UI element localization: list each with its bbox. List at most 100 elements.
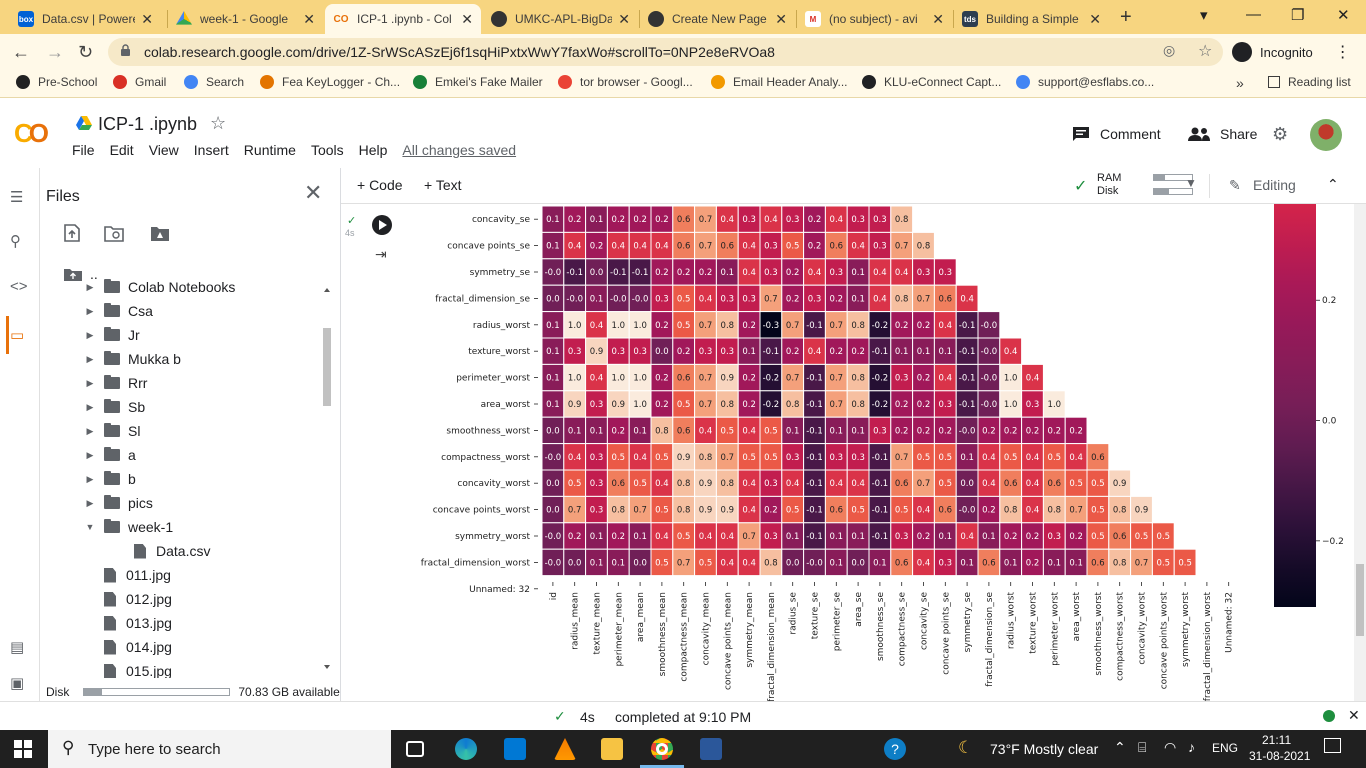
- language-indicator[interactable]: ENG: [1212, 741, 1239, 755]
- incognito-badge[interactable]: Incognito ⋮: [1232, 38, 1351, 66]
- bookmark-item[interactable]: support@esflabs.co...: [1016, 75, 1154, 89]
- folder-item[interactable]: ▶ pics: [82, 492, 153, 514]
- parent-folder[interactable]: ..: [64, 263, 98, 285]
- chevron-right-icon[interactable]: ▶: [86, 281, 94, 292]
- bookmark-item[interactable]: KLU-eConnect Capt...: [862, 75, 1001, 89]
- status-close-icon[interactable]: ✕: [1348, 707, 1360, 723]
- ram-disk-indicator[interactable]: RAM Disk: [1097, 172, 1193, 198]
- url-bar[interactable]: colab.research.google.com/drive/1Z-SrWSc…: [108, 38, 1223, 66]
- upload-icon[interactable]: [62, 224, 82, 242]
- bookmark-item[interactable]: Fea KeyLogger - Ch...: [260, 75, 400, 89]
- notifications-icon[interactable]: [1324, 738, 1341, 753]
- file-item[interactable]: 011.jpg: [96, 564, 171, 586]
- menu-file[interactable]: File: [72, 142, 95, 158]
- tab-close-icon[interactable]: ✕: [141, 10, 153, 27]
- menu-view[interactable]: View: [148, 142, 179, 158]
- tab-close-icon[interactable]: ✕: [303, 10, 315, 27]
- share-button[interactable]: Share: [1188, 126, 1257, 142]
- menu-runtime[interactable]: Runtime: [243, 142, 296, 158]
- volume-icon[interactable]: ♪: [1188, 739, 1195, 755]
- weather-text[interactable]: 73°F Mostly clear: [990, 741, 1099, 757]
- tab-close-icon[interactable]: ✕: [932, 10, 944, 27]
- menu-tools[interactable]: Tools: [310, 142, 344, 158]
- forward-icon[interactable]: →: [46, 42, 64, 62]
- save-status[interactable]: All changes saved: [402, 142, 517, 158]
- browser-tab[interactable]: Create New Page ✕: [640, 4, 795, 34]
- run-cell-button[interactable]: [372, 215, 392, 235]
- mount-drive-icon[interactable]: [150, 224, 170, 242]
- new-tab-button[interactable]: +: [1120, 6, 1132, 28]
- minimize-icon[interactable]: —: [1246, 6, 1261, 23]
- chevron-right-icon[interactable]: ▶: [86, 305, 94, 316]
- menu-edit[interactable]: Edit: [109, 142, 134, 158]
- editing-mode[interactable]: Editing: [1253, 177, 1296, 193]
- task-view-icon[interactable]: [406, 741, 424, 757]
- comment-button[interactable]: Comment: [1072, 126, 1161, 142]
- network-icon[interactable]: ⌸: [1138, 739, 1147, 755]
- files-scrollbar[interactable]: [322, 286, 332, 671]
- notebook-title[interactable]: ICP-1 .ipynb: [98, 114, 198, 134]
- search-icon[interactable]: ⚲: [10, 233, 21, 250]
- chevron-right-icon[interactable]: ▶: [86, 401, 94, 412]
- toc-icon[interactable]: ☰: [10, 189, 24, 206]
- file-explorer-icon[interactable]: [601, 738, 623, 760]
- bookmark-item[interactable]: tor browser - Googl...: [558, 75, 693, 89]
- file-item[interactable]: 012.jpg: [96, 588, 172, 610]
- bookmark-item[interactable]: Search: [184, 75, 244, 89]
- gear-icon[interactable]: ⚙: [1272, 124, 1289, 144]
- wifi-icon[interactable]: ◠: [1164, 739, 1177, 755]
- tray-chevron-icon[interactable]: ⌃: [1114, 739, 1126, 755]
- edge-icon[interactable]: [455, 738, 477, 760]
- bookmark-item[interactable]: Email Header Analy...: [711, 75, 848, 89]
- notebook-scrollbar[interactable]: [1354, 204, 1366, 701]
- bookmark-item[interactable]: Emkei's Fake Mailer: [413, 75, 543, 89]
- browser-tab[interactable]: box Data.csv | Powere ✕: [10, 4, 161, 34]
- help-icon[interactable]: ?: [884, 738, 906, 760]
- chevron-right-icon[interactable]: ▶: [86, 353, 94, 364]
- reading-list-button[interactable]: Reading list: [1268, 75, 1351, 89]
- more-bookmarks-button[interactable]: »: [1236, 75, 1244, 91]
- folder-item[interactable]: ▶ Jr: [82, 324, 140, 346]
- vlc-icon[interactable]: [554, 738, 576, 760]
- chevron-right-icon[interactable]: ▶: [86, 449, 94, 460]
- bookmark-star-icon[interactable]: ☆: [1198, 43, 1213, 60]
- tab-close-icon[interactable]: ✕: [775, 10, 787, 27]
- close-icon[interactable]: ✕: [304, 180, 323, 205]
- folder-item[interactable]: ▶ a: [82, 444, 136, 466]
- eye-off-icon[interactable]: ◎: [1163, 42, 1176, 58]
- chrome-icon[interactable]: [651, 738, 673, 760]
- chevron-down-icon[interactable]: ▼: [85, 522, 95, 532]
- file-item[interactable]: 013.jpg: [96, 612, 172, 634]
- file-item[interactable]: 015.jpg: [96, 660, 172, 678]
- browser-menu-icon[interactable]: ⋮: [1334, 44, 1351, 61]
- terminal-icon[interactable]: ▣: [10, 675, 25, 692]
- avatar[interactable]: [1310, 119, 1342, 151]
- command-palette-icon[interactable]: ▤: [10, 639, 25, 656]
- add-code-button[interactable]: + Code: [357, 177, 403, 193]
- files-icon[interactable]: ▭: [10, 327, 25, 344]
- menu-help[interactable]: Help: [358, 142, 388, 158]
- browser-tab[interactable]: tds Building a Simple ✕: [954, 4, 1109, 34]
- add-text-button[interactable]: + Text: [424, 177, 462, 193]
- chevron-right-icon[interactable]: ▶: [86, 329, 94, 340]
- chevron-right-icon[interactable]: ▶: [86, 497, 94, 508]
- chevron-right-icon[interactable]: ▶: [86, 377, 94, 388]
- drive-icon[interactable]: [76, 116, 92, 130]
- tab-close-icon[interactable]: ✕: [1089, 10, 1101, 27]
- store-icon[interactable]: [504, 738, 526, 760]
- windows-start-icon[interactable]: [14, 740, 32, 758]
- back-icon[interactable]: ←: [12, 42, 30, 62]
- refresh-folder-icon[interactable]: [104, 224, 124, 242]
- folder-item[interactable]: ▶ Csa: [82, 300, 153, 322]
- clock-time[interactable]: 21:11: [1262, 733, 1292, 747]
- close-window-icon[interactable]: ✕: [1337, 7, 1350, 24]
- folder-item[interactable]: ▶ Colab Notebooks: [82, 276, 235, 298]
- folder-item[interactable]: ▶ Rrr: [82, 372, 147, 394]
- taskbar-search[interactable]: ⚲ Type here to search: [48, 730, 391, 768]
- clock-date[interactable]: 31-08-2021: [1249, 749, 1311, 763]
- browser-tab[interactable]: week-1 - Google ✕: [168, 4, 323, 34]
- bookmark-item[interactable]: Gmail: [113, 75, 166, 89]
- reload-icon[interactable]: ↻: [78, 42, 94, 62]
- file-item[interactable]: 014.jpg: [96, 636, 172, 658]
- star-icon[interactable]: ☆: [210, 113, 227, 133]
